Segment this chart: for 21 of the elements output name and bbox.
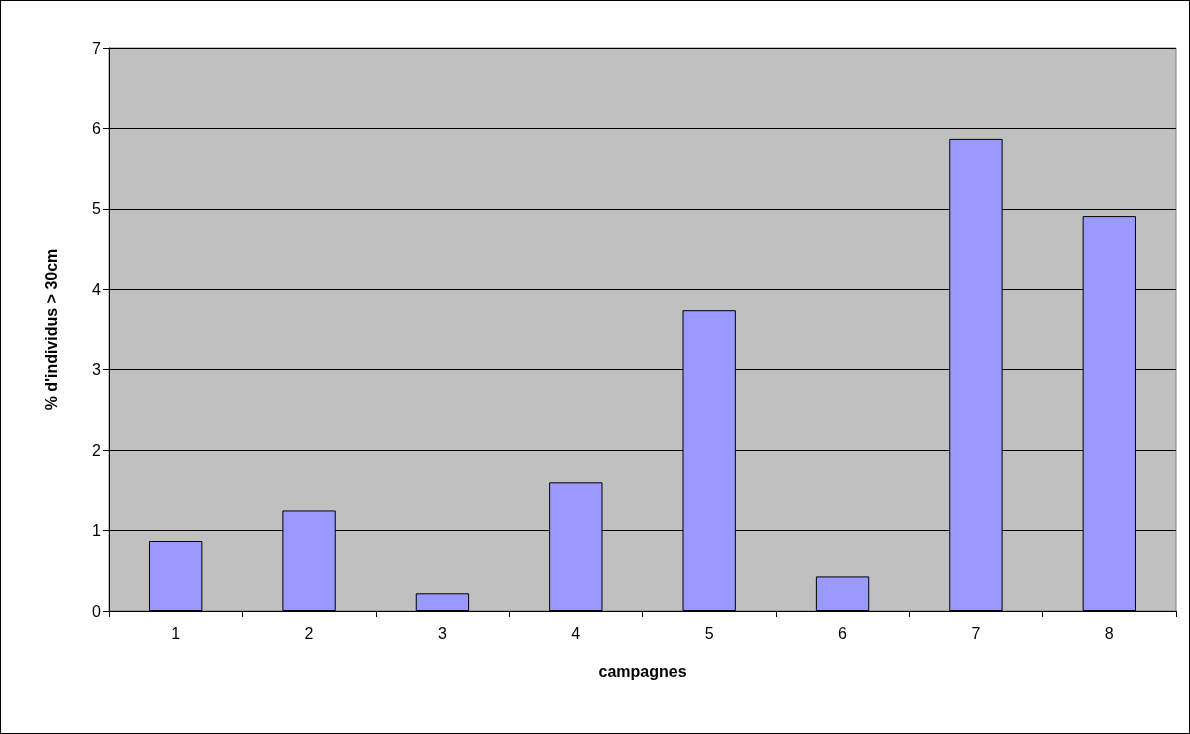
y-tick-label: 6 <box>92 119 102 137</box>
bar <box>815 576 870 611</box>
x-tick-label: 2 <box>304 624 314 642</box>
bar <box>415 593 470 611</box>
y-tick-label: 2 <box>92 441 102 459</box>
x-tick-label: 6 <box>838 624 848 642</box>
y-axis-title: % d'individus > 30cm <box>42 248 60 411</box>
y-tick-label: 5 <box>92 200 102 218</box>
x-tick-label: 5 <box>704 624 714 642</box>
y-tick-label: 0 <box>92 602 102 620</box>
y-tick-label: 4 <box>92 280 102 298</box>
y-tick-label: 3 <box>92 361 102 379</box>
x-tick-label: 4 <box>571 624 581 642</box>
y-tick-label: 7 <box>92 39 102 57</box>
x-tick-label: 7 <box>971 624 981 642</box>
y-tick-label: 1 <box>92 522 102 540</box>
x-axis-title: campagnes <box>598 662 687 680</box>
x-tick-label: 1 <box>171 624 181 642</box>
x-tick-label: 8 <box>1104 624 1114 642</box>
bar <box>149 541 203 611</box>
x-tick-label: 3 <box>437 624 447 642</box>
